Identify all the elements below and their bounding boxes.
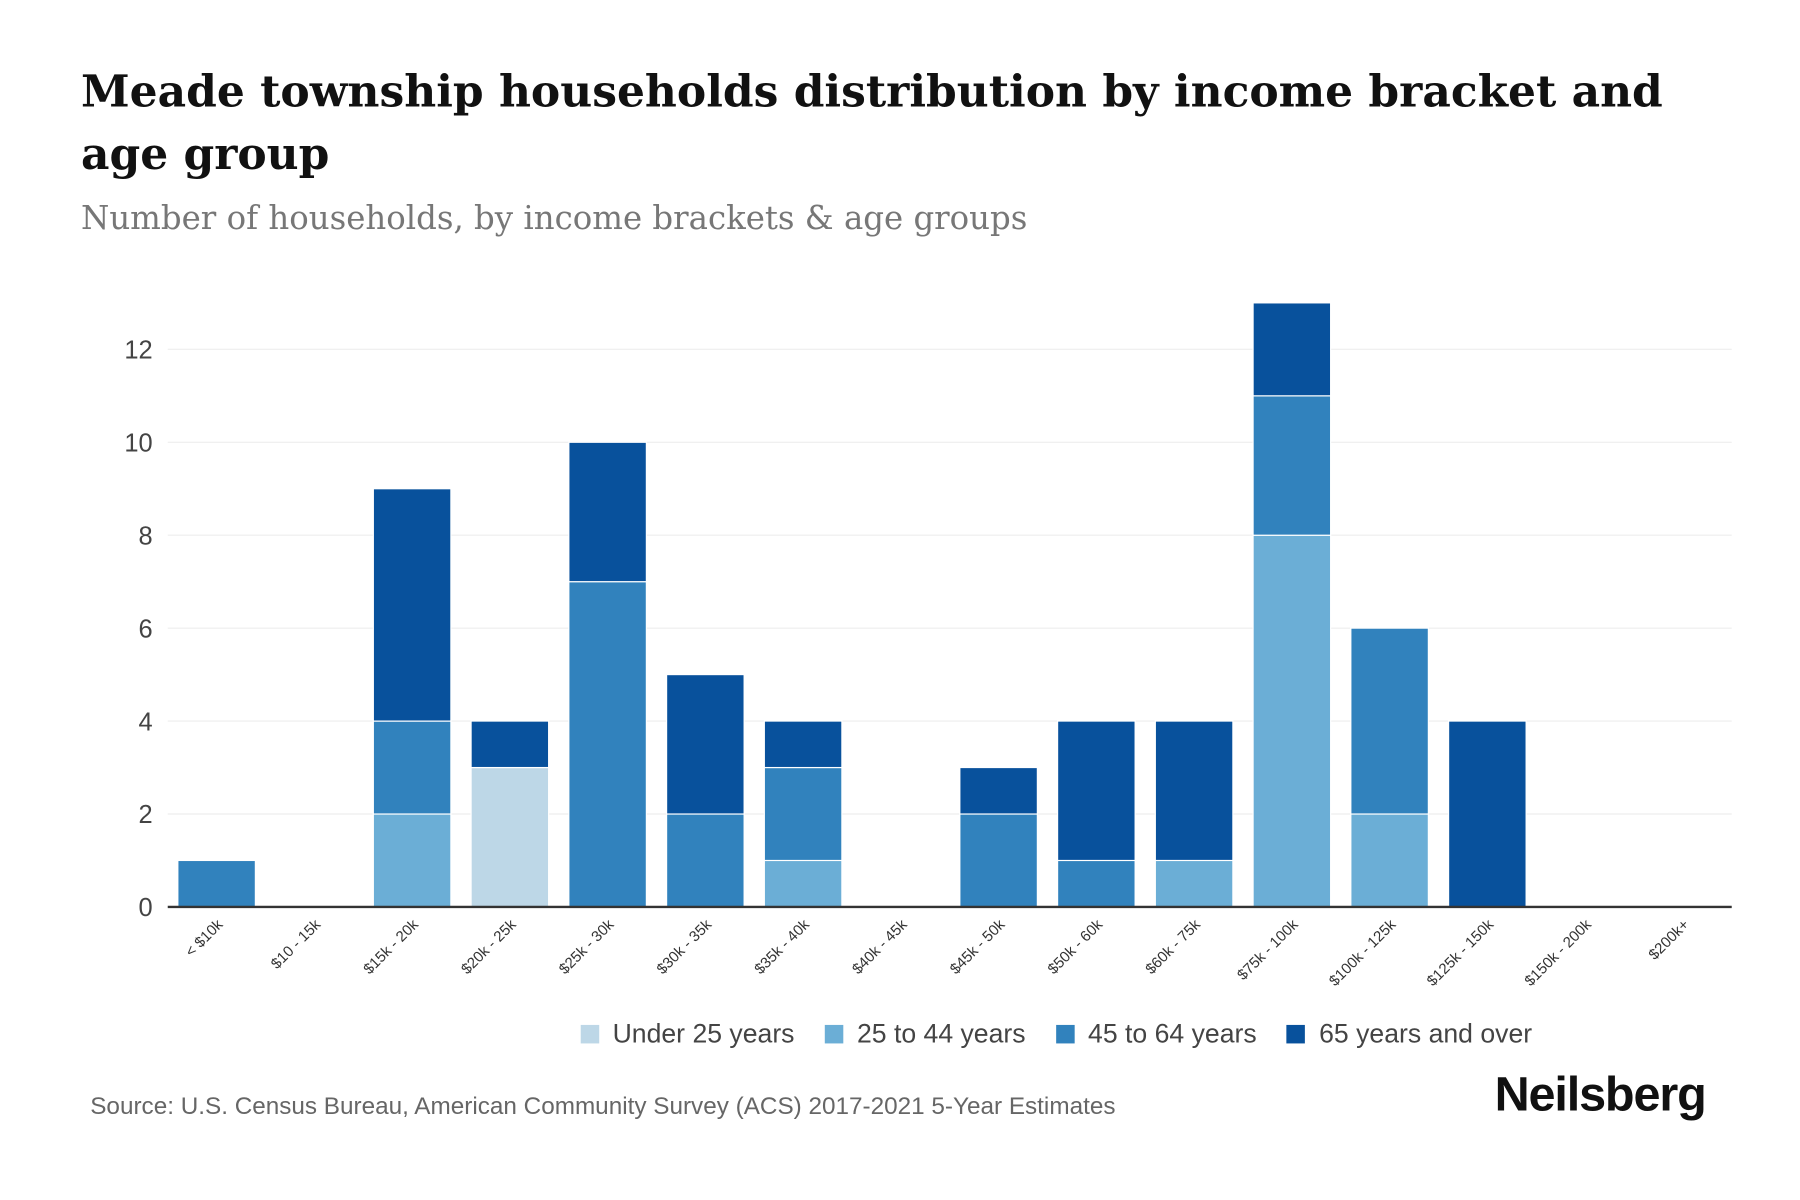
bar-segment bbox=[763, 766, 843, 862]
x-tick-label: $75k - 100k bbox=[1234, 916, 1302, 984]
legend-item: 65 years and over bbox=[1286, 1017, 1533, 1049]
y-tick-label: 0 bbox=[139, 894, 153, 922]
bar-segment bbox=[1057, 859, 1136, 908]
legend-swatch bbox=[824, 1024, 844, 1043]
bar-segment bbox=[177, 859, 256, 908]
y-tick-label: 2 bbox=[139, 801, 153, 829]
neilsberg-logo: Neilsberg bbox=[1494, 1066, 1707, 1121]
bar-segment bbox=[470, 766, 550, 908]
legend-label: 25 to 44 years bbox=[856, 1017, 1026, 1049]
bar-segment bbox=[568, 441, 647, 583]
chart-subtitle: Number of households, by income brackets… bbox=[80, 198, 1028, 238]
legend-label: 45 to 64 years bbox=[1088, 1017, 1257, 1049]
bar-segment bbox=[1448, 720, 1527, 908]
x-tick-label: $15k - 20k bbox=[360, 916, 422, 978]
x-tick-label: $35k - 40k bbox=[751, 916, 813, 978]
stacked-bar-chart: 0 2 4 6 8 10 12 < $10k $10 - 15k $15k - 20k $20k -… bbox=[124, 302, 1732, 990]
x-tick-label: $40k - 45k bbox=[849, 916, 911, 978]
bar-segment bbox=[666, 813, 745, 908]
bar-segment bbox=[1252, 534, 1332, 908]
bar-segment bbox=[1154, 720, 1234, 862]
x-tick-label: < $10k bbox=[182, 916, 227, 961]
legend-item: 25 to 44 years bbox=[824, 1017, 1026, 1049]
bar-segment bbox=[1252, 395, 1332, 536]
y-tick-label: 6 bbox=[139, 615, 153, 643]
legend: Under 25 years 25 to 44 years 45 to 64 yea… bbox=[0, 1018, 1800, 1049]
legend-item: 45 to 64 years bbox=[1055, 1017, 1257, 1049]
x-tick-label: $125k - 150k bbox=[1424, 916, 1498, 990]
bar-segment bbox=[763, 859, 843, 908]
bar-segment bbox=[959, 766, 1038, 815]
y-tick-label: 12 bbox=[124, 337, 152, 365]
bar-segment bbox=[568, 581, 647, 908]
y-tick-label: 8 bbox=[139, 522, 153, 550]
bar-segment bbox=[1057, 720, 1136, 862]
x-tick-label: $150k - 200k bbox=[1521, 916, 1595, 990]
x-tick-label: $45k - 50k bbox=[947, 916, 1009, 978]
x-tick-label: $60k - 75k bbox=[1142, 916, 1204, 978]
bar-segment bbox=[1252, 302, 1332, 397]
bar-segment bbox=[1350, 813, 1429, 908]
legend-swatch bbox=[1286, 1024, 1306, 1043]
source-note: Source: U.S. Census Bureau, American Com… bbox=[90, 1093, 1116, 1120]
bar-segment bbox=[1154, 859, 1234, 908]
legend-label: Under 25 years bbox=[612, 1017, 795, 1049]
y-tick-label: 10 bbox=[124, 430, 152, 458]
bar-segment bbox=[372, 720, 452, 815]
x-tick-label: $200k+ bbox=[1645, 916, 1692, 963]
legend-label: 65 years and over bbox=[1319, 1017, 1533, 1049]
bar-segment bbox=[372, 813, 452, 908]
x-tick-label: $50k - 60k bbox=[1045, 916, 1107, 978]
bar-segment bbox=[372, 488, 452, 722]
y-tick-label: 4 bbox=[139, 708, 153, 736]
x-tick-label: $25k - 30k bbox=[556, 916, 618, 978]
chart-title: Meade township households distribution b… bbox=[80, 64, 1663, 180]
bar-segment bbox=[959, 813, 1038, 908]
x-tick-label: $100k - 125k bbox=[1326, 916, 1400, 990]
x-tick-label: $20k - 25k bbox=[458, 916, 520, 978]
bar-segment bbox=[470, 720, 550, 769]
legend-swatch bbox=[580, 1024, 599, 1043]
bar-segment bbox=[1350, 627, 1429, 815]
x-tick-label: $30k - 35k bbox=[654, 916, 716, 978]
bar-segment bbox=[666, 674, 745, 815]
bar-segment bbox=[763, 720, 843, 769]
x-tick-label: $10 - 15k bbox=[268, 916, 325, 973]
legend-swatch bbox=[1055, 1024, 1075, 1043]
legend-item: Under 25 years bbox=[580, 1018, 794, 1049]
